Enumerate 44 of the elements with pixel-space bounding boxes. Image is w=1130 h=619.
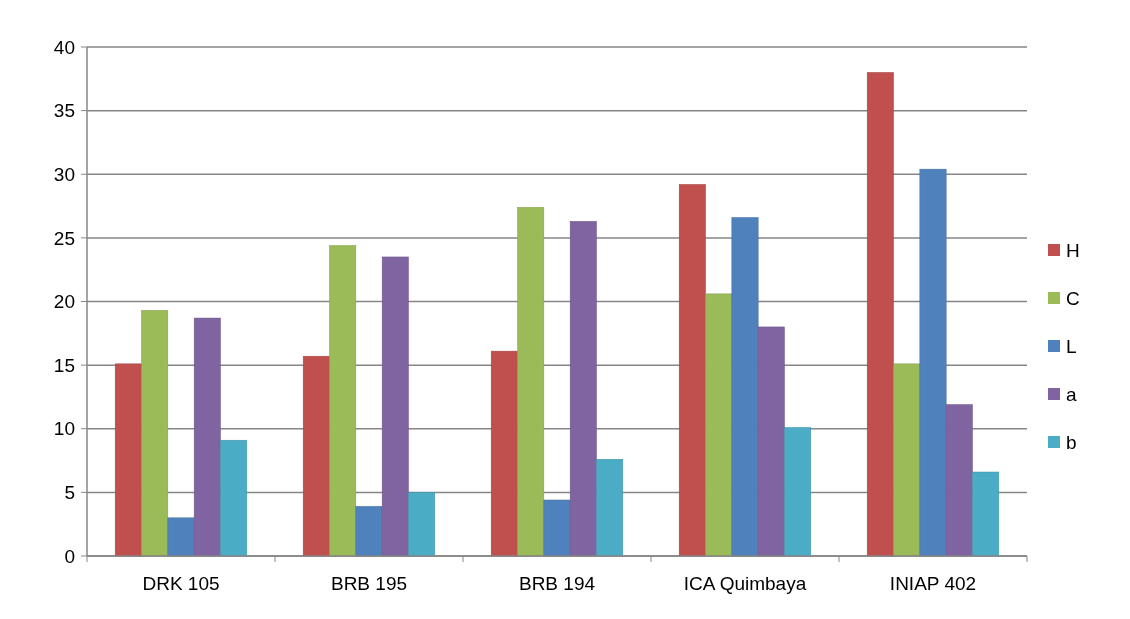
y-tick-label: 40 [53,36,75,58]
bar [678,184,706,557]
bar [517,207,545,557]
x-tick-label: BRB 195 [330,573,408,594]
bar [381,256,409,557]
y-tick-label: 5 [64,482,75,504]
bar [784,427,812,557]
bar [866,72,894,557]
bar [302,355,330,557]
bar [220,439,248,557]
bar [408,492,436,557]
x-tick-label: DRK 105 [142,573,220,594]
bar [141,310,169,557]
y-tick-label: 0 [64,545,75,567]
bar [193,317,221,557]
bar [972,471,1000,557]
bar [490,350,518,557]
y-tick-label: 20 [53,291,75,313]
bar [893,363,921,557]
bar [945,404,973,557]
legend-label: H [1066,239,1080,261]
legend-label: C [1066,287,1080,309]
bar [569,221,597,557]
x-tick-label: INIAP 402 [889,573,977,594]
bar [596,459,624,557]
bar [731,217,759,557]
bar [919,168,947,557]
bar [167,517,195,557]
bar [329,245,357,557]
y-tick-label: 15 [53,354,75,376]
x-tick-label: BRB 194 [518,573,596,594]
y-tick-label: 10 [53,418,75,440]
y-tick-label: 25 [53,227,75,249]
bar [114,363,142,557]
y-tick-label: 35 [53,100,75,122]
legend-label: a [1066,383,1077,405]
x-tick-label: ICA Quimbaya [683,573,807,594]
legend-label: L [1066,335,1077,357]
bar [705,293,733,557]
y-tick-label: 30 [53,163,75,185]
bar [757,326,785,557]
legend-label: b [1066,431,1077,453]
bar [543,499,571,557]
bar [355,506,383,557]
